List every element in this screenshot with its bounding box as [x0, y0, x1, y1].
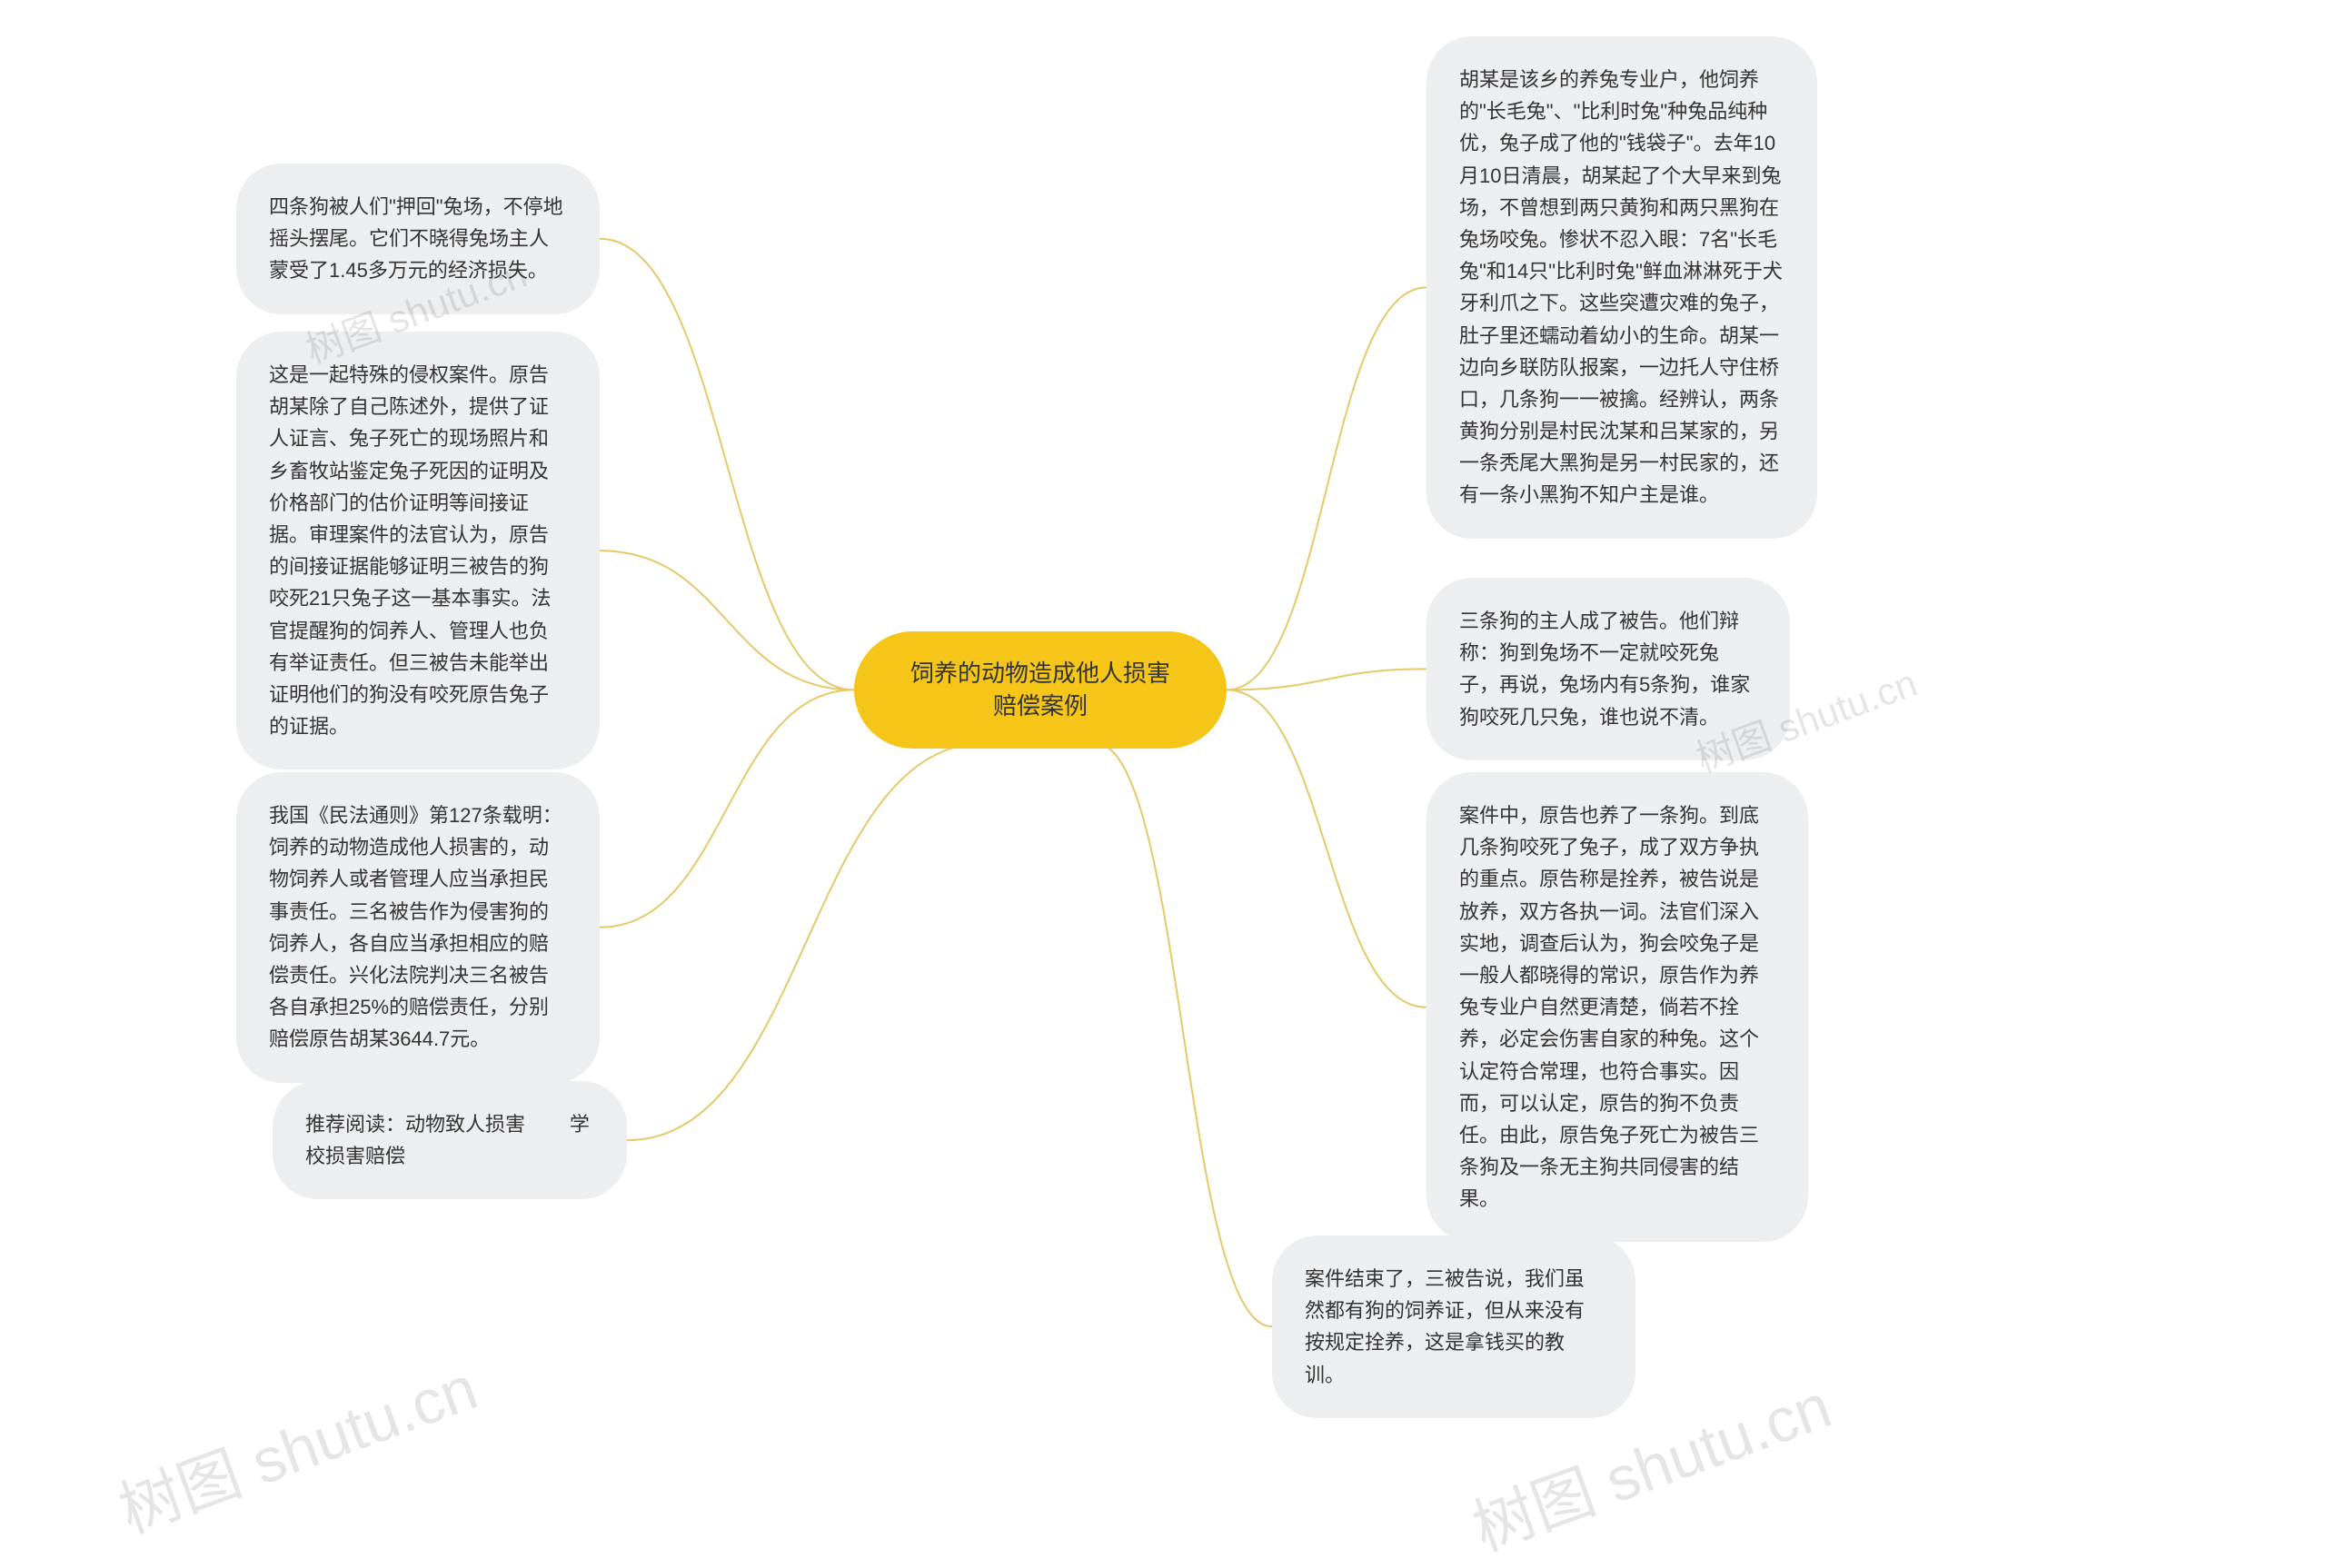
leaf-text: 案件中，原告也养了一条狗。到底几条狗咬死了兔子，成了双方争执的重点。原告称是拴养… [1459, 804, 1759, 1210]
leaf-text: 我国《民法通则》第127条载明：饲养的动物造成他人损害的，动物饲养人或者管理人应… [269, 804, 562, 1050]
leaf-r1: 胡某是该乡的养兔专业户，他饲养的"长毛兔"、"比利时兔"种兔品纯种优，兔子成了他… [1426, 36, 1817, 539]
leaf-r2: 三条狗的主人成了被告。他们辩称：狗到兔场不一定就咬死兔子，再说，兔场内有5条狗，… [1426, 578, 1790, 760]
leaf-l3: 我国《民法通则》第127条载明：饲养的动物造成他人损害的，动物饲养人或者管理人应… [236, 772, 600, 1083]
leaf-l2: 这是一起特殊的侵权案件。原告胡某除了自己陈述外，提供了证人证言、兔子死亡的现场照… [236, 332, 600, 769]
leaf-l4: 推荐阅读：动物致人损害 学校损害赔偿 [273, 1081, 627, 1199]
leaf-text: 这是一起特殊的侵权案件。原告胡某除了自己陈述外，提供了证人证言、兔子死亡的现场照… [269, 363, 551, 738]
leaf-text: 四条狗被人们"押回"兔场，不停地摇头摆尾。它们不晓得兔场主人蒙受了1.45多万元… [269, 195, 563, 282]
leaf-text: 推荐阅读：动物致人损害 学校损害赔偿 [305, 1113, 590, 1167]
center-label: 饲养的动物造成他人损害 赔偿案例 [910, 660, 1170, 719]
leaf-text: 三条狗的主人成了被告。他们辩称：狗到兔场不一定就咬死兔子，再说，兔场内有5条狗，… [1459, 610, 1750, 729]
mindmap-canvas: 饲养的动物造成他人损害 赔偿案例 胡某是该乡的养兔专业户，他饲养的"长毛兔"、"… [0, 0, 2326, 1463]
leaf-text: 案件结束了，三被告说，我们虽然都有狗的饲养证，但从来没有按规定拴养，这是拿钱买的… [1305, 1267, 1585, 1386]
leaf-l1: 四条狗被人们"押回"兔场，不停地摇头摆尾。它们不晓得兔场主人蒙受了1.45多万元… [236, 164, 600, 314]
leaf-text: 胡某是该乡的养兔专业户，他饲养的"长毛兔"、"比利时兔"种兔品纯种优，兔子成了他… [1459, 68, 1783, 506]
watermark: 树图 shutu.cn [104, 1338, 487, 1551]
center-node: 饲养的动物造成他人损害 赔偿案例 [854, 631, 1227, 749]
leaf-r3: 案件中，原告也养了一条狗。到底几条狗咬死了兔子，成了双方争执的重点。原告称是拴养… [1426, 772, 1808, 1242]
leaf-r4: 案件结束了，三被告说，我们虽然都有狗的饲养证，但从来没有按规定拴养，这是拿钱买的… [1272, 1236, 1635, 1418]
